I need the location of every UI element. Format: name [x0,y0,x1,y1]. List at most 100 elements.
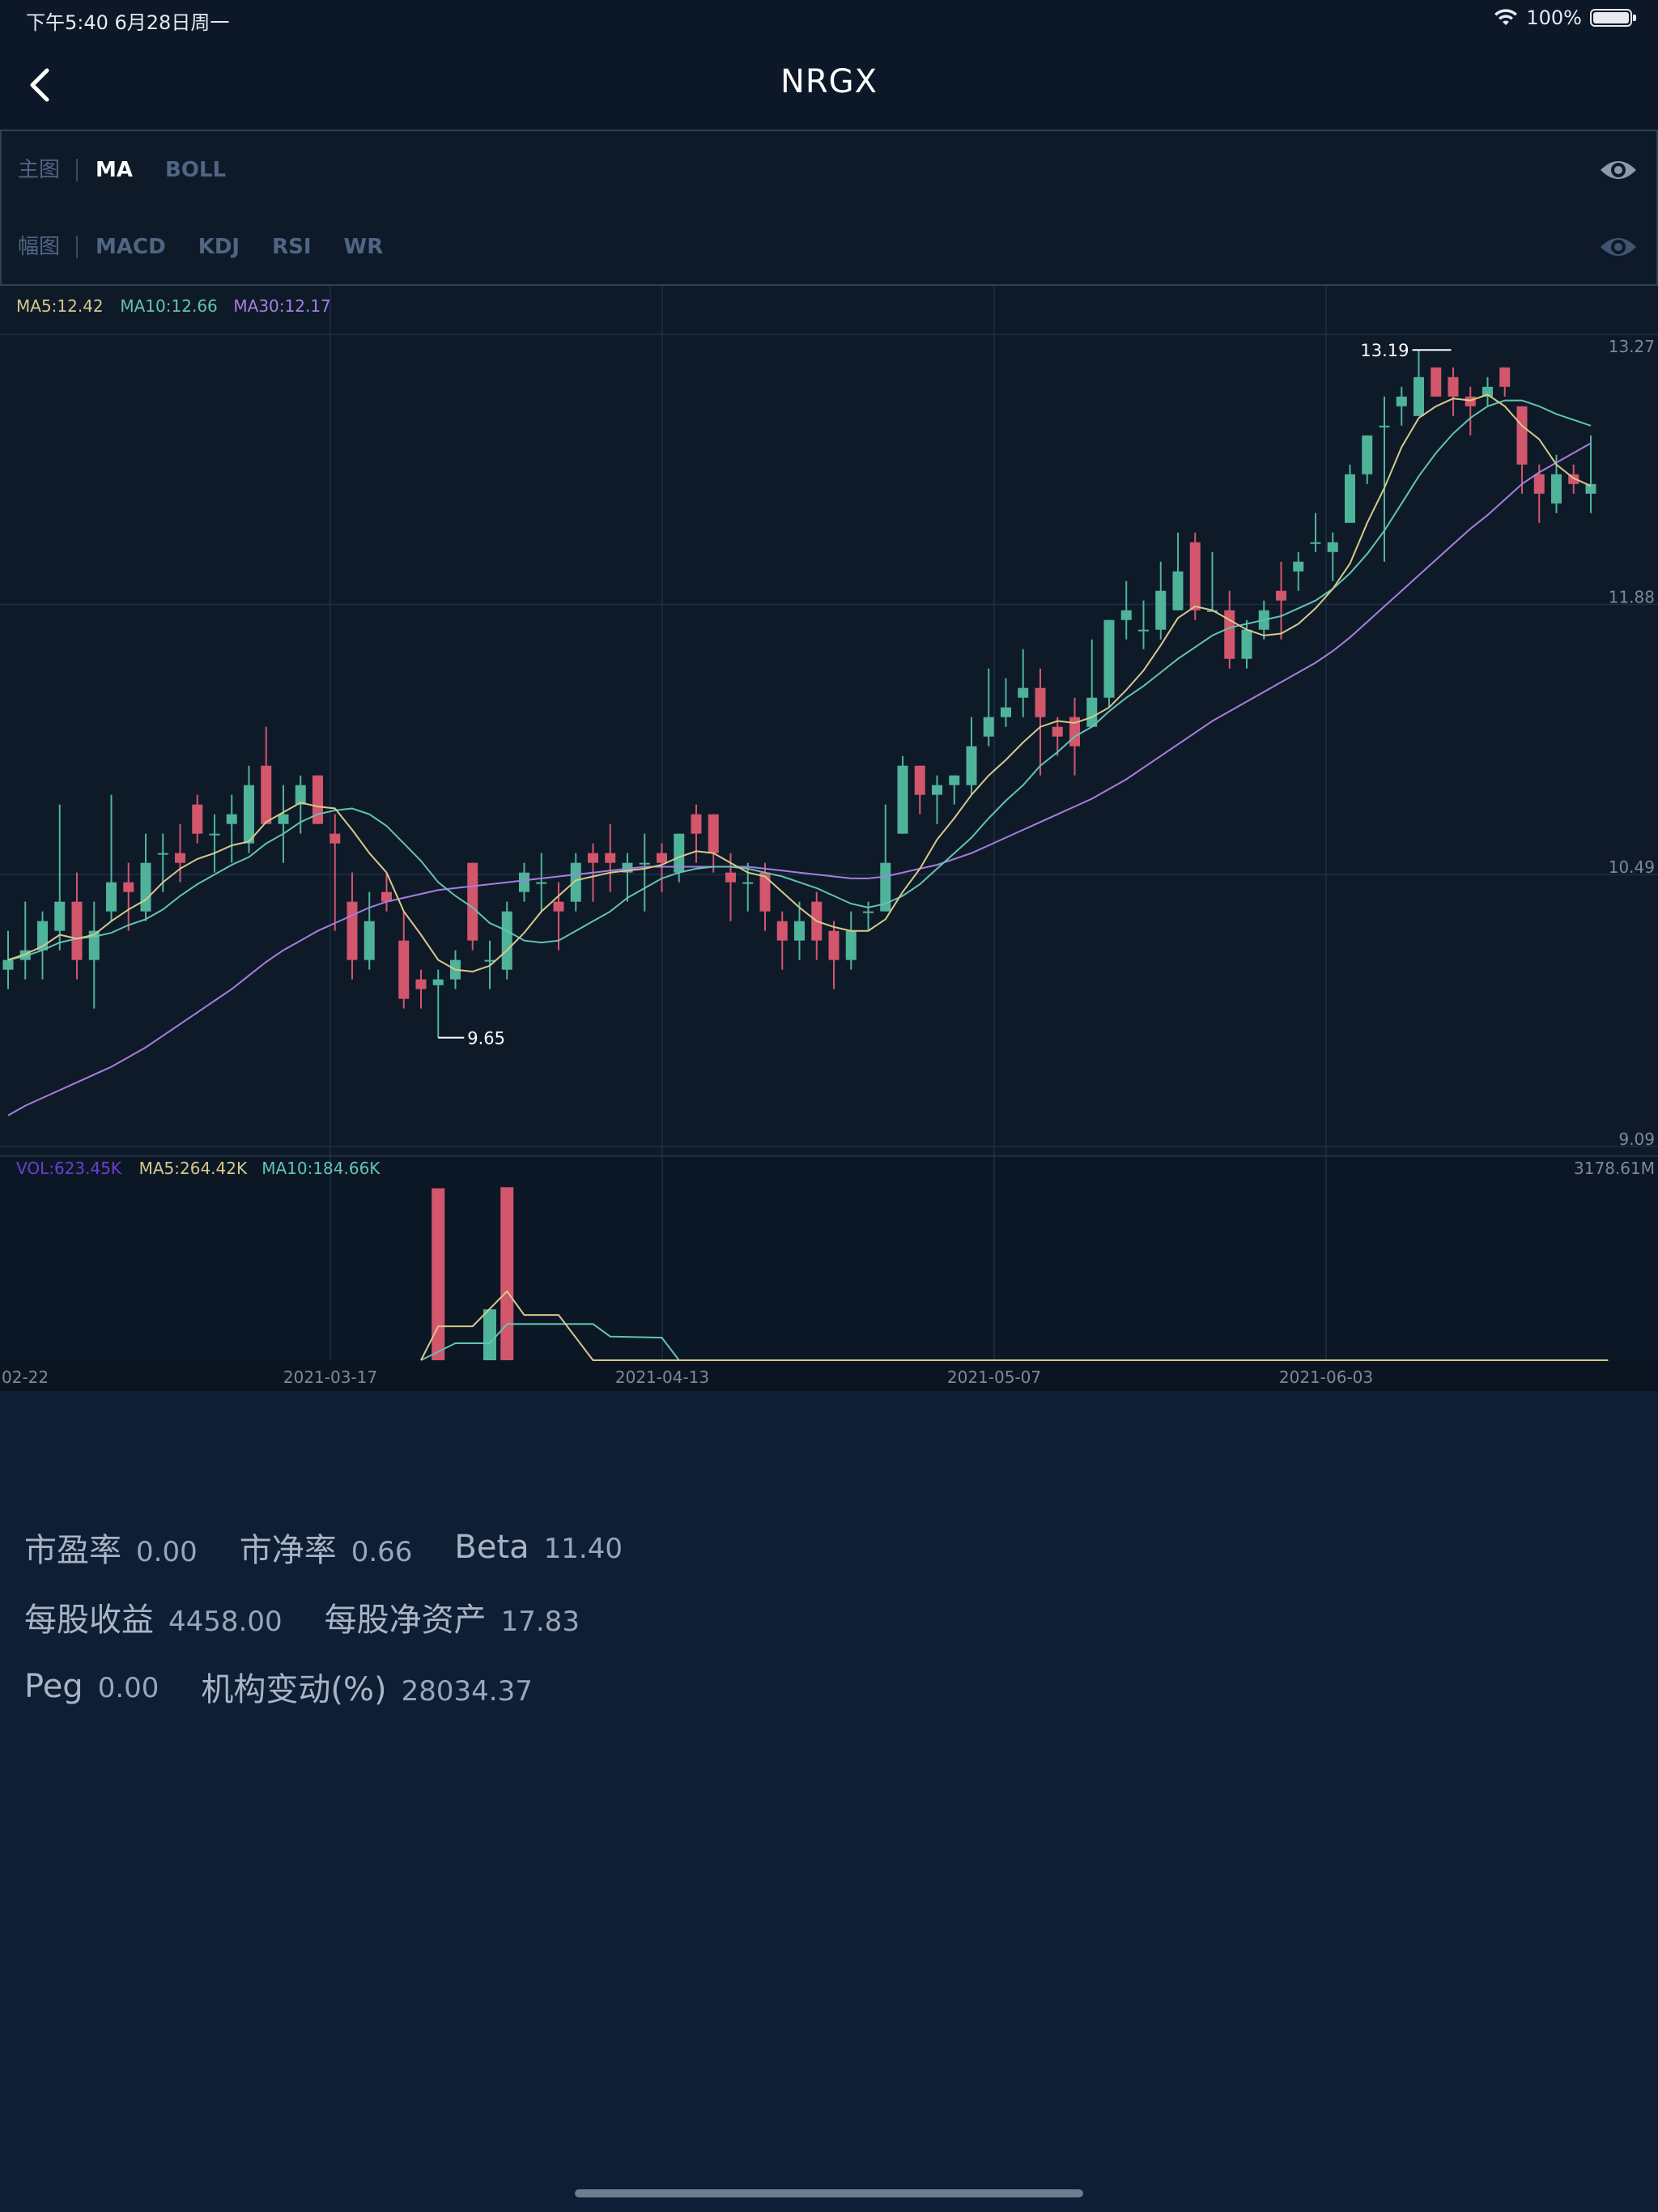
candle-body [278,814,289,824]
stat-value: 0.00 [97,1672,159,1704]
stat-value: 4458.00 [168,1606,283,1638]
legend-item: MA30:12.17 [233,296,330,316]
stat-value: 11.40 [543,1533,623,1565]
volume-chart-background [0,1156,1658,1360]
stat-label: Peg [24,1668,83,1705]
x-axis-tick-label: 02-22 [2,1368,49,1387]
candle-body [622,862,633,873]
volume-legend-item: VOL:623.45K [16,1159,122,1178]
x-axis-tick-label: 2021-06-03 [1279,1368,1373,1387]
candle-body [175,853,185,863]
candle-body [932,785,942,795]
candle-body [329,833,341,844]
x-axis-tick-label: 2021-05-07 [947,1368,1041,1387]
candle-body [553,901,564,912]
candle-body [1362,435,1373,474]
status-time-date: 下午5:40 6月28日周一 [26,11,230,34]
kline-chart[interactable]: MA5:12.42 MA10:12.66 MA30:12.17 13.27 11.88 1… [0,286,1658,1391]
stat-peg: Peg 0.00 [24,1668,159,1705]
fundamentals-panel: 市盈率 0.00 市净率 0.66 Beta 11.40 每股收益 4458.0… [24,1512,1562,1721]
tab-boll[interactable]: BOLL [165,158,227,182]
eye-icon-sub[interactable] [1598,231,1639,263]
stat-pb: 市净率 0.66 [240,1524,413,1571]
candle-body [1276,590,1286,601]
candle-body [381,891,392,902]
kline-chart-area[interactable]: MA5:12.42 MA10:12.66 MA30:12.17 13.27 11.88 1… [0,286,1658,1391]
candle-body [484,959,495,962]
status-bar: 下午5:40 6月28日周一 100% [0,0,1658,40]
candle-body [776,921,788,941]
candle-body [657,853,667,863]
candle-body [1345,474,1355,523]
candle-body [432,979,444,985]
stats-row-3: Peg 0.00 机构变动(%) 28034.37 [24,1652,1562,1721]
home-indicator[interactable] [575,2189,1083,2197]
stat-label: 每股净资产 [324,1602,487,1639]
eye-icon-main[interactable] [1598,154,1639,186]
legend-item: MA5:12.42 [16,296,104,316]
stat-eps: 每股收益 4458.00 [24,1593,283,1640]
candle-body [1499,367,1511,387]
x-axis-background [0,1360,1658,1391]
tab-ma[interactable]: MA [96,158,134,182]
nav-bar: NRGX [0,40,1658,130]
candle-body [1379,425,1390,428]
candle-body [209,833,220,836]
candle-body [1414,376,1424,416]
tab-rsi[interactable]: RSI [272,235,312,259]
candle-body [863,911,874,913]
y-axis-tick-label: 10.49 [1609,857,1655,877]
wifi-icon [1494,9,1518,25]
candle-body [880,862,891,912]
volume-bar [500,1187,514,1360]
ma30-line [7,442,1592,1117]
candle-body [346,901,358,960]
stat-value: 0.66 [351,1536,413,1568]
volume-bar [483,1309,496,1360]
back-button[interactable] [15,60,65,110]
y-axis-tick-label: 9.09 [1618,1129,1655,1149]
candle-body [1155,590,1167,630]
candle-body [845,930,857,960]
stat-bvps: 每股净资产 17.83 [325,1593,580,1640]
y-axis-tick-label: 11.88 [1609,588,1655,607]
stat-beta: Beta 11.40 [454,1529,623,1566]
tab-macd[interactable]: MACD [96,235,166,259]
tab-wr[interactable]: WR [343,235,384,259]
candle-body [914,765,925,795]
volume-ma5-line [420,1290,1609,1361]
candle-body [708,814,719,853]
ma5-line [7,393,1592,973]
candle-body [1001,707,1011,717]
battery-icon [1590,9,1636,27]
candle-body [794,921,805,941]
page-title: NRGX [780,63,878,100]
stat-pe: 市盈率 0.00 [24,1524,198,1571]
candle-body [1465,396,1476,406]
candle-body [983,717,994,737]
tab-kdj[interactable]: KDJ [198,235,240,259]
candle-body [1189,542,1201,610]
candle-body [828,930,840,960]
battery-percent: 100% [1526,6,1582,29]
candle-body [106,882,117,912]
volume-bar [432,1188,445,1360]
candle-body [140,862,151,912]
battery-fill [1593,12,1629,23]
candle-body [71,901,83,960]
candle-body [1138,629,1149,632]
candle-body [261,765,272,824]
indicator-panel: 主图 MA BOLL 幅图 MACD KDJ RSI WR [0,130,1658,286]
candle-body [157,853,168,855]
volume-legend-item: MA5:264.42K [139,1159,248,1178]
candle-body [1310,542,1321,544]
candle-body [1568,474,1579,484]
candle-body [467,862,478,941]
candle-body [1052,726,1063,737]
candle-body [691,814,702,834]
stat-label: 市净率 [239,1532,337,1569]
candle-body [1482,386,1493,397]
candle-body [725,872,736,883]
candle-body [588,853,598,863]
stat-institution-change: 机构变动(%) 28034.37 [201,1663,532,1710]
